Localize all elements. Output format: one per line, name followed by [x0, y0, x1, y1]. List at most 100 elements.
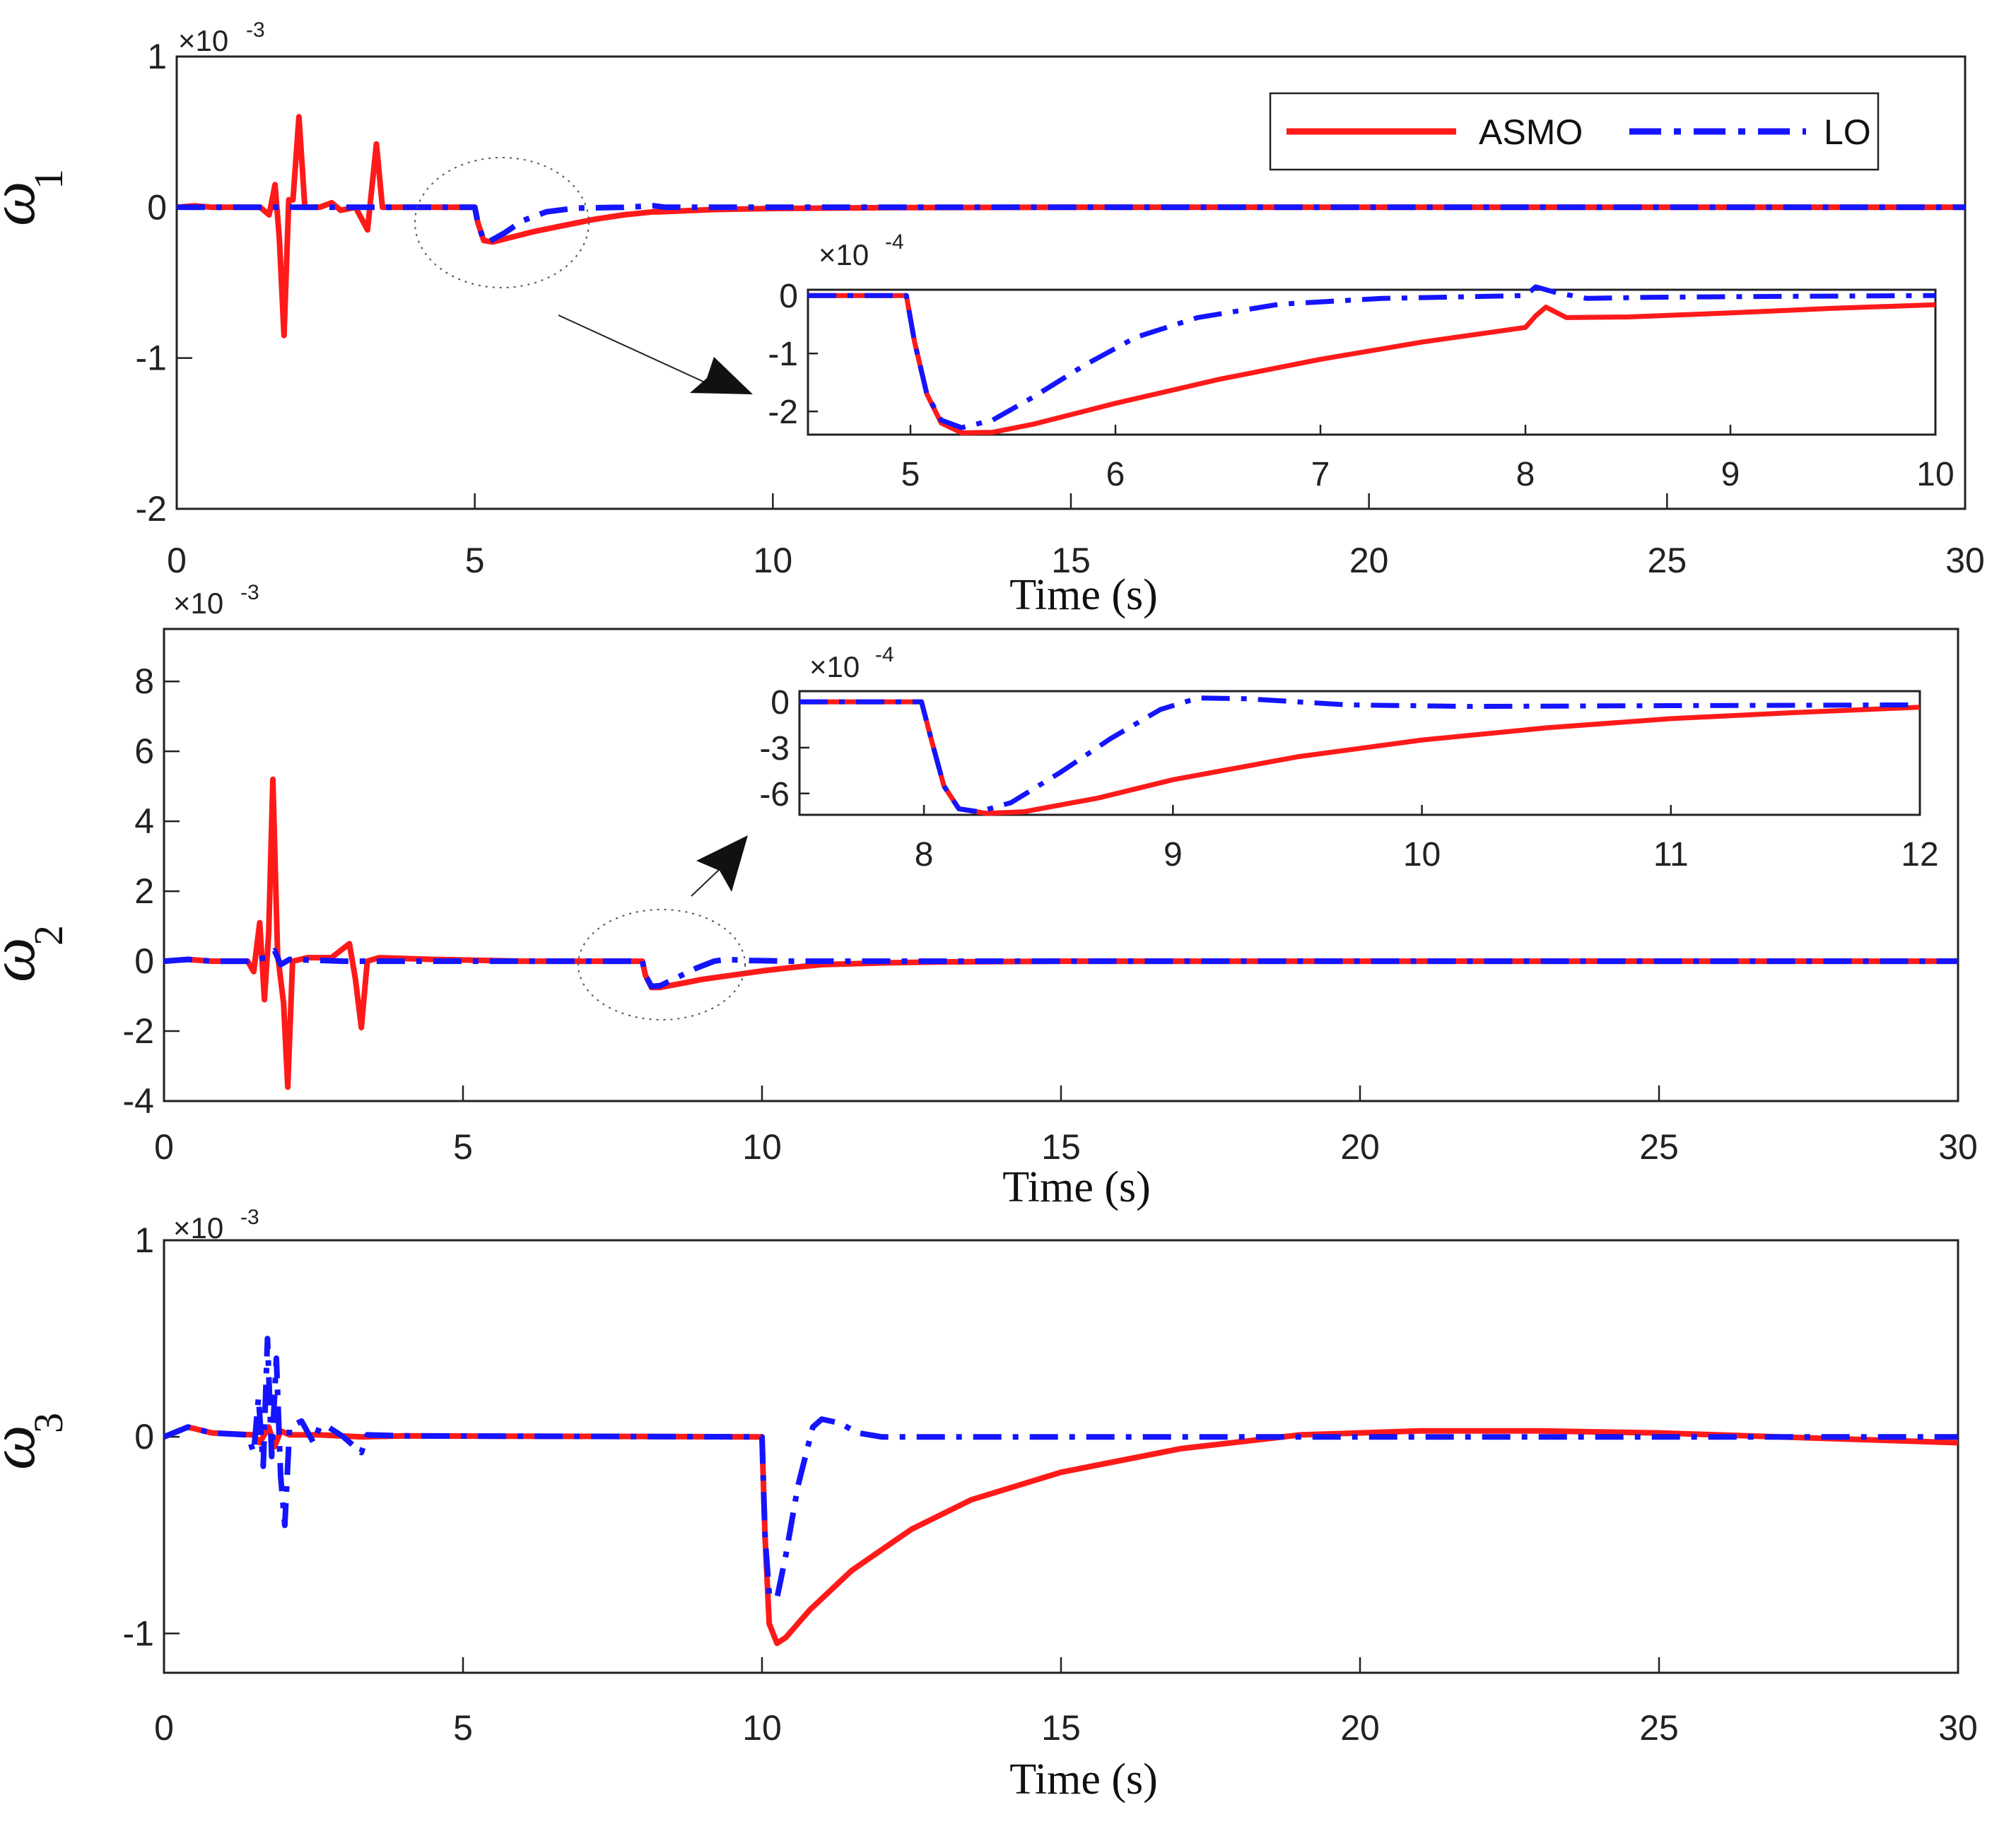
i1-ytick-label: -2: [768, 394, 798, 431]
panel-2-ylabel: ω ~ 2: [0, 925, 71, 989]
panel-2-inset-series: [799, 695, 1920, 816]
p2-xtick-label: 15: [1041, 1127, 1081, 1167]
p3-series-lo: [164, 1336, 1958, 1601]
panel-1-inset: ×10 -4 -2 -1 0 5 6 7 8 9 10: [768, 230, 1954, 493]
panel-3-xlabel: Time (s): [1009, 1755, 1158, 1804]
p3-xtick-label: 15: [1041, 1708, 1081, 1748]
p3-xtick-label: 10: [742, 1708, 782, 1748]
i2-series-lo: [799, 695, 1920, 815]
panel-1-ylabel-sub: 1: [25, 169, 71, 189]
panel-3-yticks: -1 0 1: [123, 1220, 180, 1653]
panel-2-inset-frame: [798, 690, 1921, 816]
i1-xtick-label: 10: [1916, 456, 1954, 493]
panel-2-zoom-arrow-head: [696, 835, 748, 892]
p3-xtick-label: 0: [154, 1708, 174, 1748]
p1-ytick-label: -1: [136, 339, 167, 378]
panel-2-inset-xticks: 8 9 10 11 12: [915, 805, 1939, 873]
p2-series-lo: [164, 948, 1958, 989]
panel-1-ylabel-tilde: ~: [0, 199, 24, 233]
panel-3-ylabel-sub: 3: [25, 1413, 71, 1433]
p1-ytick-label: 0: [147, 187, 167, 227]
panel-2-inset-exponent-base: ×10: [809, 650, 860, 683]
p2-ytick-label: 0: [134, 941, 154, 981]
panel-1-ylabel-omega: ω: [0, 181, 48, 226]
i1-series-lo: [808, 284, 1935, 430]
panel-1-yticks: -2 -1 0 1: [136, 37, 192, 529]
panel-1-inset-exponent-power: -4: [885, 230, 904, 254]
p1-ytick-label: -2: [136, 489, 167, 529]
panel-3-xticks: 0 5 10 15 20 25 30: [154, 1657, 1978, 1748]
p1-xtick-label: 0: [167, 541, 187, 580]
p1-series-asmo: [177, 114, 1965, 339]
panel-1-inset-exponent-base: ×10: [819, 238, 869, 271]
i1-ytick-label: -1: [768, 336, 798, 373]
p1-xtick-label: 10: [754, 541, 793, 580]
p2-xtick-label: 25: [1639, 1127, 1679, 1167]
i1-xtick-label: 9: [1721, 456, 1740, 493]
panel-2-ylabel-omega: ω: [0, 937, 48, 982]
legend-lo-label: LO: [1824, 112, 1871, 152]
panel-2-exponent-base: ×10: [173, 587, 223, 620]
p2-xtick-label: 30: [1938, 1127, 1978, 1167]
panel-3-ylabel-omega: ω: [0, 1425, 48, 1470]
panel-2-ylabel-sub: 2: [25, 925, 71, 946]
i2-xtick-label: 12: [1901, 836, 1938, 873]
panel-2-exponent: ×10 -3: [173, 581, 259, 620]
legend: ASMO LO: [1269, 92, 1880, 171]
p2-ytick-label: 8: [134, 661, 154, 701]
p1-xtick-label: 15: [1051, 541, 1091, 580]
panel-3-exponent: ×10 -3: [173, 1206, 259, 1245]
i2-ytick-label: -6: [759, 776, 790, 813]
p2-ytick-label: 4: [134, 801, 154, 841]
i1-xtick-label: 6: [1106, 456, 1125, 493]
legend-asmo-label: ASMO: [1479, 112, 1583, 152]
p3-ytick-label: 1: [134, 1220, 154, 1260]
p1-series-lo: [177, 203, 1965, 245]
panel-2-exponent-power: -3: [240, 581, 259, 604]
p2-xtick-label: 5: [453, 1127, 473, 1167]
panel-2-inset-yticks: -6 -3 0: [759, 684, 809, 813]
i1-xtick-label: 7: [1311, 456, 1330, 493]
panel-1-exponent-power: -3: [246, 18, 265, 42]
p2-xtick-label: 10: [742, 1127, 782, 1167]
panel-2-yticks: -4 -2 0 2 4 6 8: [123, 661, 180, 1121]
panel-3-exponent-base: ×10: [173, 1211, 223, 1245]
panel-3-axes-frame: [163, 1239, 1959, 1674]
p2-ytick-label: -2: [123, 1011, 154, 1051]
p2-ytick-label: -4: [123, 1081, 154, 1121]
i2-xtick-label: 8: [915, 836, 934, 873]
panel-2-xticks: 0 5 10 15 20 25 30: [154, 1085, 1978, 1167]
panel-1-xticks: 0 5 10 15 20 25 30: [167, 493, 1985, 580]
panel-1-inset-xticks: 5 6 7 8 9 10: [901, 425, 1955, 493]
panel-2-inset-exponent-power: -4: [875, 643, 894, 666]
panel-1-zoom-arrow-head: [690, 357, 753, 394]
i1-xtick-label: 5: [901, 456, 920, 493]
i2-xtick-label: 10: [1403, 836, 1441, 873]
p2-ytick-label: 2: [134, 871, 154, 911]
i1-xtick-label: 8: [1516, 456, 1535, 493]
p2-xtick-label: 20: [1340, 1127, 1380, 1167]
panel-2-zoom-arrow-line: [691, 867, 722, 897]
panel-2-inset: ×10 -4 -6 -3 0 8 9 10 11 12: [759, 643, 1938, 873]
panel-1-zoom-arrow-line: [558, 314, 704, 382]
p1-xtick-label: 20: [1349, 541, 1389, 580]
i1-series-asmo: [808, 293, 1935, 435]
p3-series-asmo: [164, 1424, 1958, 1647]
panel-2-ylabel-tilde: ~: [0, 955, 24, 989]
p3-xtick-label: 25: [1639, 1708, 1679, 1748]
i2-xtick-label: 9: [1164, 836, 1183, 873]
panel-3-ylabel: ω ~ 3: [0, 1413, 71, 1477]
p2-ytick-label: 6: [134, 731, 154, 771]
i2-ytick-label: -3: [759, 730, 790, 767]
panel-2-series: [164, 776, 1958, 1090]
panel-1-exponent: ×10 -3: [178, 18, 265, 57]
p3-xtick-label: 20: [1340, 1708, 1380, 1748]
p1-xtick-label: 5: [465, 541, 485, 580]
p1-xtick-label: 25: [1648, 541, 1687, 580]
panel-3-series: [164, 1336, 1958, 1647]
panel-1-zoom-ellipse: [414, 157, 590, 288]
